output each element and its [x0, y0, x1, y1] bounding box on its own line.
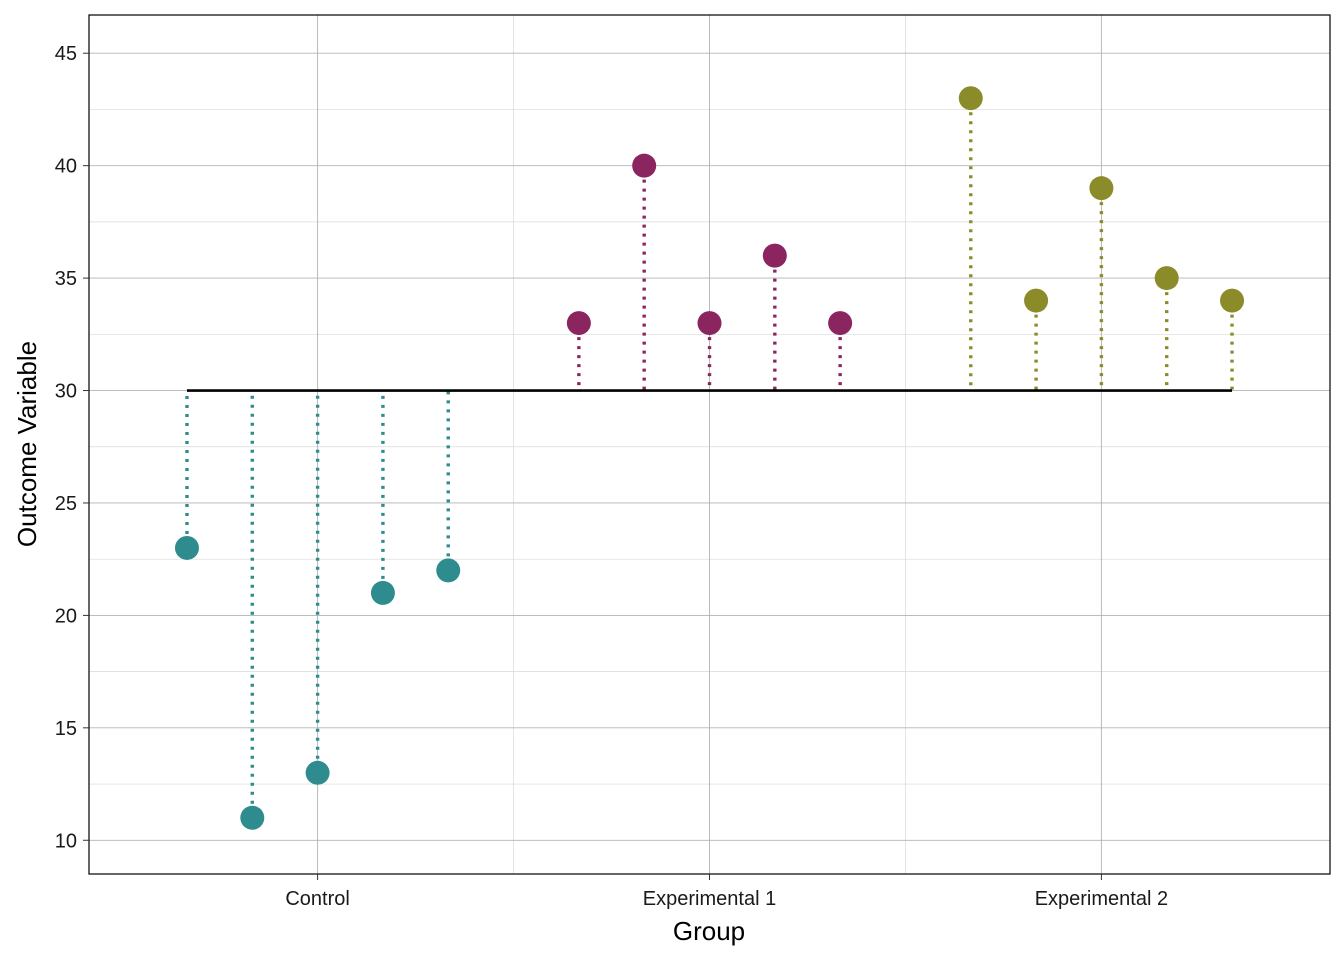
residual-stems	[185, 112, 1234, 804]
data-point	[632, 153, 657, 178]
data-point	[436, 558, 461, 583]
data-point	[958, 86, 983, 111]
y-tick-label: 45	[55, 43, 77, 65]
data-point	[697, 311, 722, 336]
y-tick-label: 10	[55, 830, 77, 852]
data-point	[370, 580, 395, 605]
y-tick-label: 25	[55, 493, 77, 515]
data-point	[828, 311, 853, 336]
data-point	[1220, 288, 1245, 313]
x-tick-label: Experimental 2	[1035, 888, 1168, 910]
data-point	[762, 243, 787, 268]
x-axis-ticks: Control Experimental 1 Experimental 2	[285, 874, 1168, 910]
data-point	[240, 805, 265, 830]
data-point	[305, 760, 330, 785]
data-point	[1089, 176, 1114, 201]
x-axis-title: Group	[673, 916, 745, 946]
data-point	[1154, 266, 1179, 291]
y-tick-label: 30	[55, 381, 77, 403]
data-point	[566, 311, 591, 336]
data-point	[1024, 288, 1049, 313]
y-tick-label: 20	[55, 605, 77, 627]
x-tick-label: Control	[285, 888, 349, 910]
x-tick-label: Experimental 1	[643, 888, 776, 910]
y-tick-label: 15	[55, 718, 77, 740]
y-tick-label: 40	[55, 156, 77, 178]
y-axis-title: Outcome Variable	[12, 341, 42, 547]
data-point	[174, 535, 199, 560]
y-tick-label: 35	[55, 268, 77, 290]
y-axis-ticks: 10 15 20 25 30 35 40 45	[55, 43, 89, 852]
data-points	[174, 86, 1245, 830]
